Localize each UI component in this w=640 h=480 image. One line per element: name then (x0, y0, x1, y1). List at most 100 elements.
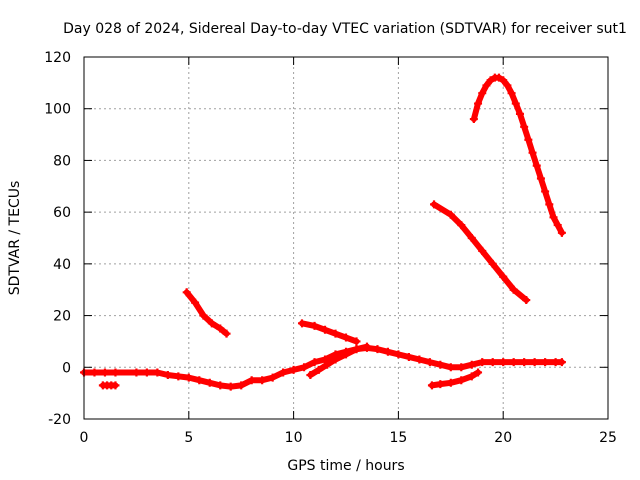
data-point (226, 382, 235, 391)
data-point (520, 358, 529, 367)
series-arc-17h (430, 200, 531, 305)
data-point (237, 381, 246, 390)
series-trace (81, 344, 565, 390)
data-point (478, 246, 487, 255)
data-point (362, 342, 371, 351)
data-point (321, 355, 330, 364)
data-point (446, 363, 455, 372)
data-point (297, 319, 306, 328)
data-point (394, 350, 403, 359)
x-tick-label: 5 (184, 430, 193, 446)
series-arc-10h (297, 319, 361, 346)
data-point (509, 358, 518, 367)
data-point (100, 368, 109, 377)
data-point (557, 358, 566, 367)
data-point (474, 368, 483, 377)
data-point (467, 372, 476, 381)
data-point (132, 368, 141, 377)
data-point (142, 368, 151, 377)
data-point (258, 376, 267, 385)
data-point (205, 378, 214, 387)
data-point (511, 99, 520, 108)
plot-frame (83, 56, 609, 420)
data-point (469, 115, 478, 124)
data-point (467, 360, 476, 369)
y-tick-label: 60 (53, 205, 71, 221)
y-tick-label: 120 (44, 50, 71, 66)
data-point (216, 381, 225, 390)
y-tick-label: 100 (44, 102, 71, 118)
data-point (522, 296, 531, 305)
data-point (222, 329, 231, 338)
data-point (279, 368, 288, 377)
data-point (478, 358, 487, 367)
data-point (478, 89, 487, 98)
data-point (436, 360, 445, 369)
data-point (536, 174, 545, 183)
data-point (457, 221, 466, 230)
data-point (314, 365, 323, 374)
data-point (342, 350, 350, 359)
data-point (446, 378, 455, 387)
data-point (111, 381, 120, 390)
data-point (331, 329, 340, 338)
data-point (430, 200, 439, 209)
data-point (321, 325, 330, 334)
data-point (507, 89, 516, 98)
series-arc-11h (306, 342, 371, 380)
x-tick-label: 15 (389, 430, 407, 446)
data-point (404, 352, 413, 361)
data-point (352, 345, 361, 354)
data-point (486, 76, 495, 85)
series-arc-dip-1h (98, 381, 120, 390)
data-point (557, 228, 566, 237)
data-point (532, 161, 541, 170)
axis-ticks: 0 5 10 15 20 25 -20 0 20 40 60 80 100 120 (44, 50, 617, 446)
series-arc-5h (182, 288, 231, 338)
data-point (153, 368, 162, 377)
data-point (446, 210, 455, 219)
y-tick-label: 20 (53, 309, 71, 325)
data-point (457, 363, 466, 372)
series-arc-16h (427, 368, 483, 390)
data-point (182, 288, 191, 297)
data-point (509, 285, 518, 294)
data-point (383, 347, 392, 356)
x-tick-label: 0 (80, 430, 89, 446)
data-point (373, 345, 382, 354)
y-tick-label: 80 (53, 153, 71, 169)
data-point (515, 109, 524, 118)
data-point (499, 358, 508, 367)
data-point (457, 376, 466, 385)
data-point (310, 358, 319, 367)
data-point (163, 371, 172, 380)
grid-lines (84, 57, 608, 419)
data-point (553, 221, 562, 230)
data-point (111, 368, 120, 377)
data-point (541, 187, 550, 196)
data-point (174, 372, 183, 381)
data-point (216, 324, 225, 333)
data-point (306, 371, 315, 380)
data-point (528, 148, 537, 157)
data-point (541, 358, 550, 367)
data-point (207, 319, 216, 328)
y-axis-label: SDTVAR / TECUs (7, 181, 23, 296)
data-point (499, 76, 508, 85)
data-point (300, 363, 309, 372)
y-tick-label: 0 (62, 360, 71, 376)
data-point (499, 272, 508, 281)
data-point (310, 321, 319, 330)
data-points (80, 73, 566, 391)
series-arc-peak (469, 73, 566, 237)
data-point (425, 358, 434, 367)
data-point (352, 337, 361, 346)
data-point (342, 333, 350, 342)
data-point (247, 376, 256, 385)
chart-title: Day 028 of 2024, Sidereal Day-to-day VTE… (63, 21, 627, 37)
data-point (331, 355, 340, 364)
data-point (524, 135, 533, 144)
series-trace (431, 201, 530, 304)
data-point (545, 200, 554, 209)
